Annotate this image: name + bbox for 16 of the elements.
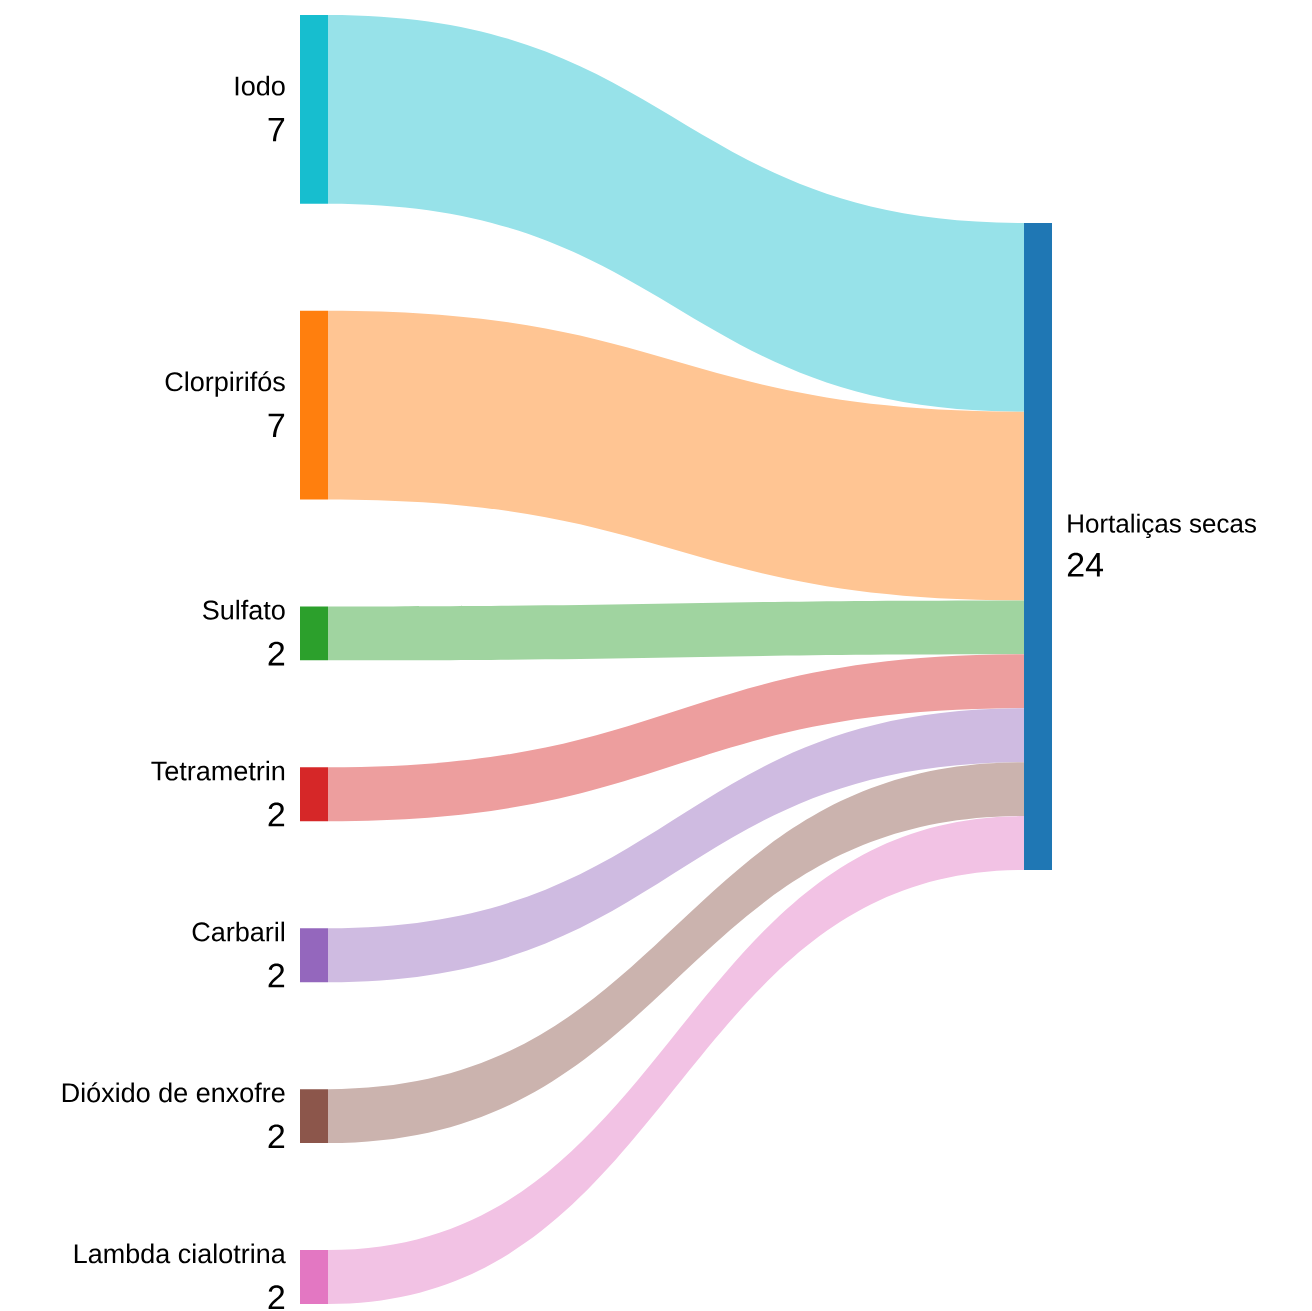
data-label: 2 <box>268 963 285 988</box>
data-label: 2 <box>268 802 285 827</box>
data-label: 7 <box>268 413 285 438</box>
category-label: Sulfato <box>202 599 285 620</box>
category-label: Tetrametrin <box>151 760 285 781</box>
data-label: 24 <box>1067 552 1104 577</box>
category-label: Iodo <box>235 75 285 96</box>
category-label: Dióxido de enxofre <box>62 1082 285 1103</box>
data-label: 7 <box>268 117 285 142</box>
category-label: Clorpirifós <box>165 371 285 397</box>
category-label: Carbaril <box>192 921 284 942</box>
data-label: 2 <box>268 1124 285 1149</box>
data-label: 2 <box>268 1285 285 1310</box>
category-label: Hortaliças secas <box>1068 513 1256 538</box>
data-label: 2 <box>268 641 285 666</box>
category-label: Lambda cialotrina <box>74 1243 286 1264</box>
